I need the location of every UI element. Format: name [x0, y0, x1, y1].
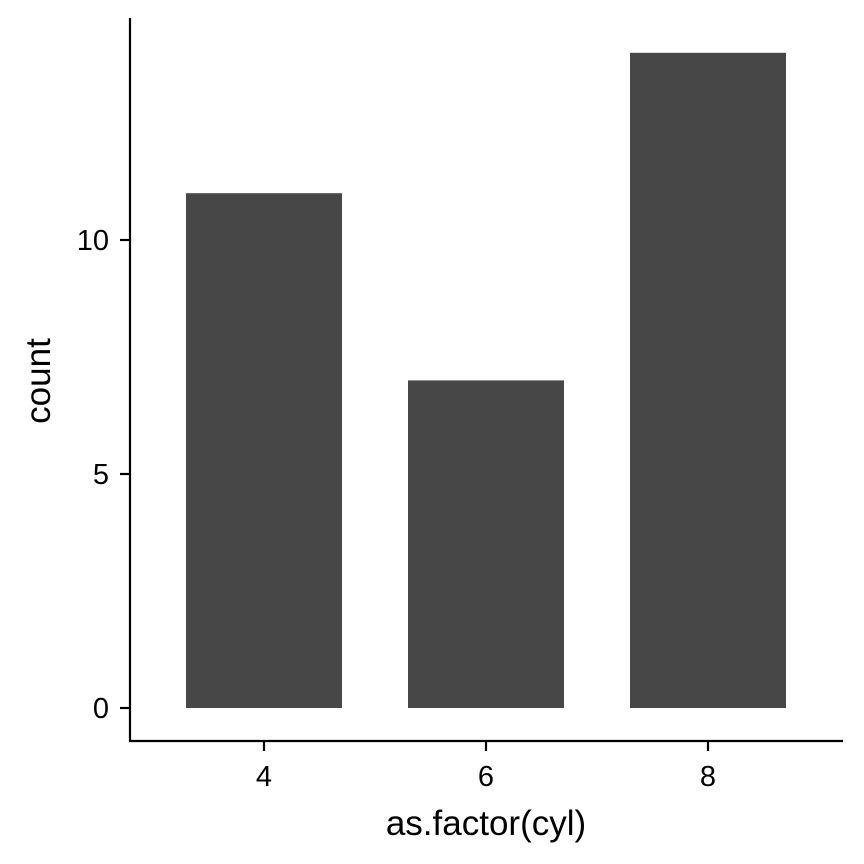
x-axis-title: as.factor(cyl): [386, 804, 586, 843]
y-tick-label-5: 5: [93, 459, 109, 491]
bar-6: [408, 380, 564, 708]
bars-layer: [186, 52, 786, 709]
y-axis-ticks: 0 5 10: [77, 225, 130, 725]
y-axis-title: count: [19, 338, 58, 424]
x-tick-label-8: 8: [700, 761, 716, 793]
x-tick-label-6: 6: [478, 761, 494, 793]
x-tick-label-4: 4: [256, 761, 272, 793]
bar-8: [630, 52, 786, 709]
y-tick-label-10: 10: [77, 225, 109, 257]
bar-4: [186, 193, 342, 708]
x-axis-ticks: 4 6 8: [256, 741, 716, 793]
y-tick-label-0: 0: [93, 693, 109, 725]
